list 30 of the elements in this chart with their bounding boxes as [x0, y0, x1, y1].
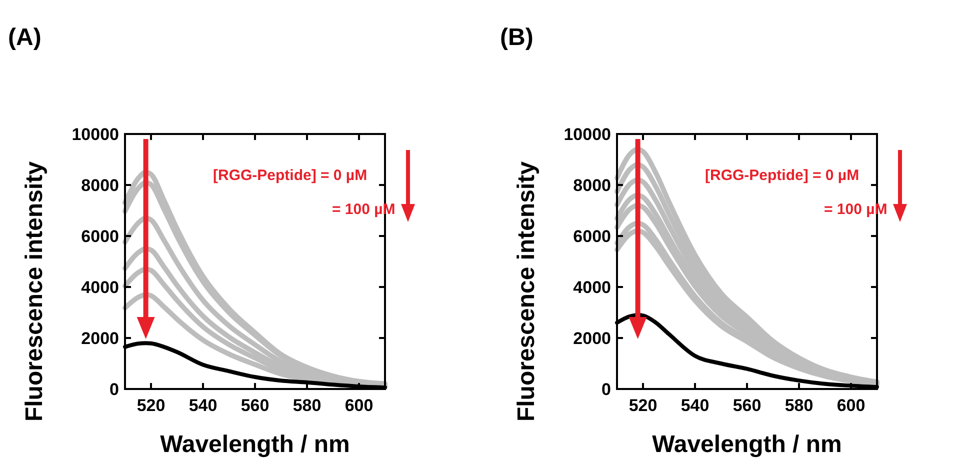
x-tick-label: 520	[628, 396, 658, 415]
x-tick-label: 580	[292, 396, 322, 415]
y-tick-label: 10000	[564, 125, 611, 144]
y-tick-label: 2000	[81, 329, 119, 348]
x-tick-label: 520	[136, 396, 166, 415]
y-tick-label: 2000	[573, 329, 611, 348]
y-tick-label: 6000	[573, 227, 611, 246]
annotation: [RGG-Peptide] = 0 µM	[213, 167, 368, 184]
y-tick-label: 10000	[72, 125, 119, 144]
x-tick-label: 600	[836, 396, 866, 415]
y-tick-label: 0	[602, 380, 611, 399]
annotation: [RGG-Peptide] = 0 µM	[705, 167, 860, 184]
y-axis-title: Fluorescence intensity	[21, 160, 48, 422]
y-axis-title: Fluorescence intensity	[513, 160, 540, 422]
y-tick-label: 4000	[573, 278, 611, 297]
chart-title: (A)	[8, 24, 42, 51]
chart-title: (B)	[500, 24, 534, 51]
x-axis-title: Wavelength / nm	[652, 431, 842, 458]
x-axis-title: Wavelength / nm	[160, 431, 350, 458]
y-tick-label: 8000	[573, 176, 611, 195]
x-tick-label: 580	[784, 396, 814, 415]
y-tick-label: 6000	[81, 227, 119, 246]
y-tick-label: 8000	[81, 176, 119, 195]
x-tick-label: 560	[240, 396, 270, 415]
x-tick-label: 540	[188, 396, 218, 415]
x-tick-label: 560	[732, 396, 762, 415]
x-tick-label: 600	[344, 396, 374, 415]
y-tick-label: 0	[110, 380, 119, 399]
x-tick-label: 540	[680, 396, 710, 415]
y-tick-label: 4000	[81, 278, 119, 297]
